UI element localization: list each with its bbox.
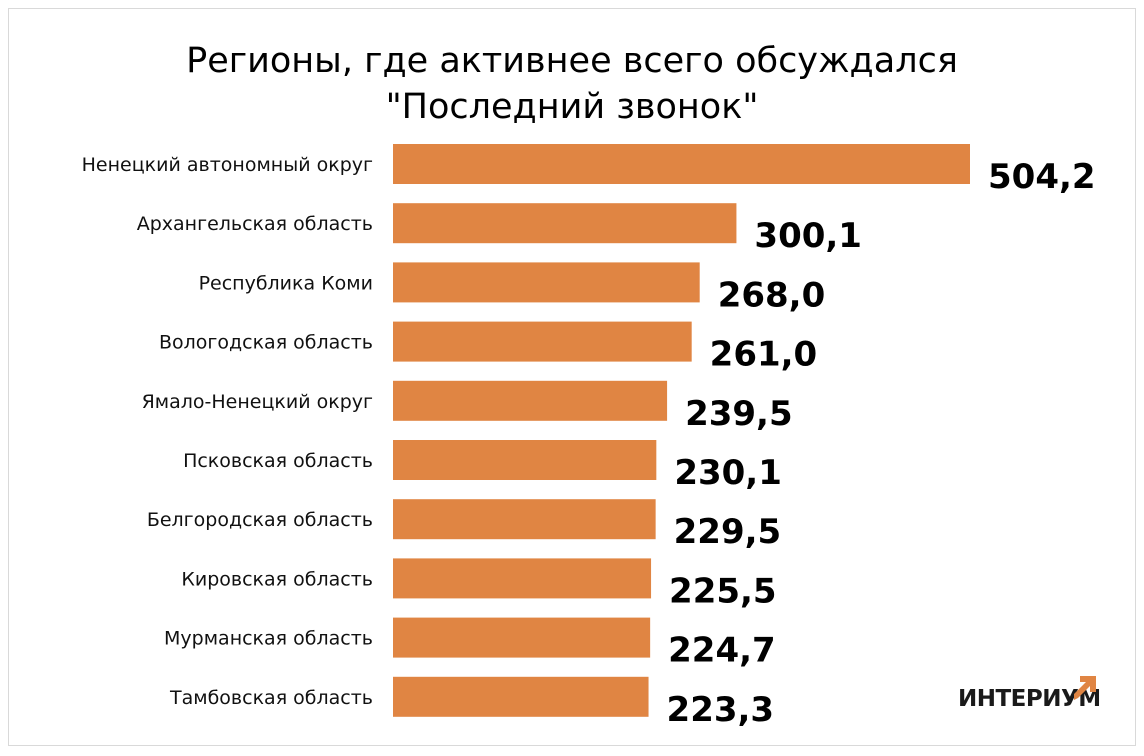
- value-label: 504,2: [988, 157, 1096, 197]
- interium-logo: ИНТЕРИУМ: [958, 676, 1101, 716]
- bar: [393, 262, 700, 303]
- category-label: Архангельская область: [137, 213, 373, 235]
- category-label: Ненецкий автономный округ: [82, 154, 373, 176]
- value-label: 225,5: [669, 571, 777, 611]
- value-label: 230,1: [674, 453, 782, 493]
- value-label: 239,5: [685, 394, 793, 434]
- value-label: 224,7: [668, 631, 776, 671]
- bar: [393, 499, 656, 540]
- bar: [393, 676, 649, 717]
- category-label: Кировская область: [181, 568, 373, 590]
- category-label: Вологодская область: [159, 332, 373, 354]
- bar: [393, 617, 651, 658]
- bar: [393, 380, 668, 421]
- category-label: Белгородская область: [147, 509, 373, 531]
- value-label: 223,3: [667, 690, 775, 730]
- value-label: 229,5: [674, 512, 782, 552]
- bar: [393, 558, 652, 599]
- chart-title-line-1: Регионы, где активнее всего обсуждался: [186, 41, 958, 81]
- category-label: Ямало-Ненецкий округ: [142, 391, 373, 413]
- chart-title: Регионы, где активнее всего обсуждался "…: [0, 38, 1144, 130]
- chart-title-line-2: "Последний звонок": [385, 87, 759, 127]
- bar: [393, 321, 692, 362]
- value-label: 300,1: [754, 216, 862, 256]
- logo-text: ИНТЕРИУМ: [958, 686, 1101, 712]
- bar: [393, 440, 657, 480]
- category-label: Мурманская область: [164, 628, 373, 650]
- value-label: 261,0: [710, 335, 818, 375]
- category-label: Псковская область: [183, 450, 373, 472]
- category-label: Тамбовская область: [169, 687, 373, 709]
- bar: [393, 144, 970, 184]
- category-label: Республика Коми: [199, 272, 373, 294]
- bar: [393, 203, 737, 244]
- value-label: 268,0: [718, 275, 826, 315]
- logo-arrow-icon: [1074, 676, 1096, 700]
